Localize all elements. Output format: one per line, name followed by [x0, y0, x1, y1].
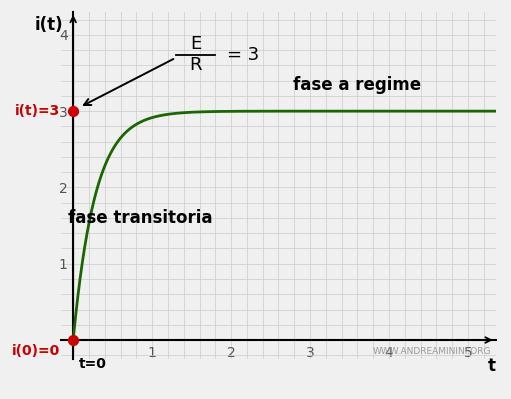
Text: i(t): i(t)	[35, 16, 64, 34]
Text: = 3: = 3	[227, 46, 260, 64]
Text: t=0: t=0	[79, 357, 107, 371]
Text: i(t)=3: i(t)=3	[14, 104, 60, 118]
Text: fase a regime: fase a regime	[293, 76, 422, 94]
Text: WWW.ANDREAMININI.ORG: WWW.ANDREAMININI.ORG	[373, 347, 492, 356]
Point	[69, 108, 77, 115]
Text: E: E	[190, 35, 201, 53]
Text: t: t	[487, 357, 496, 375]
Text: R: R	[189, 56, 202, 74]
Text: i(0)=0: i(0)=0	[11, 344, 60, 358]
Point	[69, 337, 77, 343]
Text: fase transitoria: fase transitoria	[68, 209, 213, 227]
